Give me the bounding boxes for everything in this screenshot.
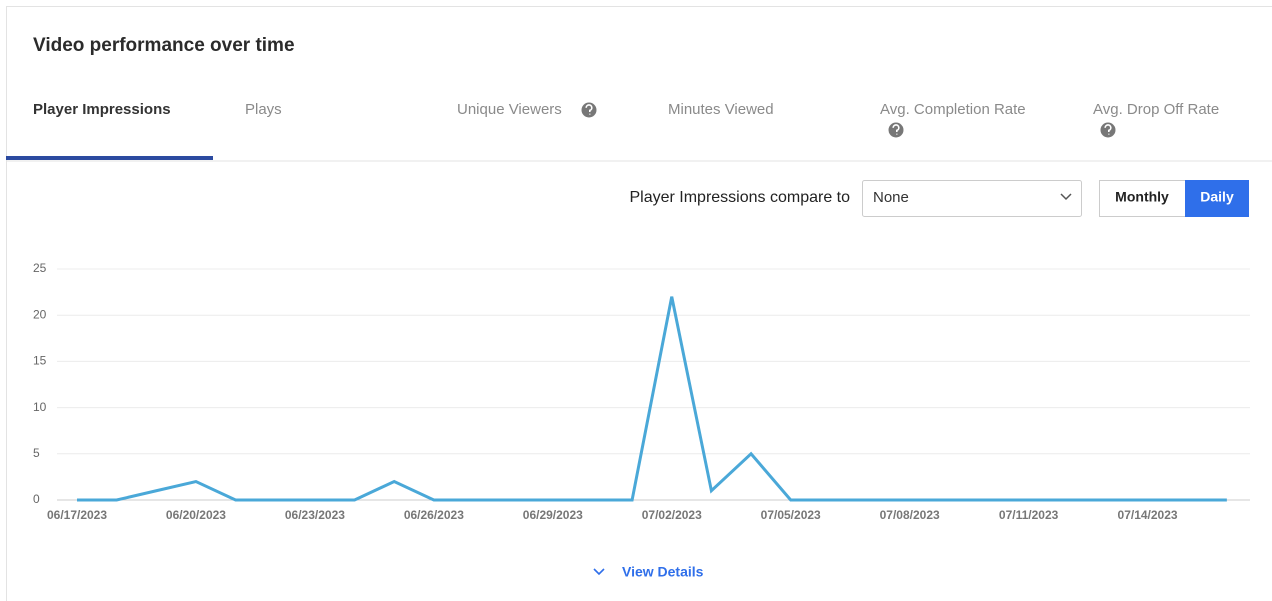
x-tick-label: 06/23/2023: [285, 508, 345, 522]
daily-button[interactable]: Daily: [1185, 180, 1249, 217]
tab[interactable]: Plays: [245, 101, 282, 118]
x-tick-label: 06/29/2023: [523, 508, 583, 522]
tab[interactable]: Avg. Completion Rate: [880, 101, 1026, 118]
help-icon: [888, 122, 904, 138]
y-tick-label: 25: [33, 261, 47, 275]
button-label: Daily: [1200, 189, 1234, 205]
y-tick-label: 10: [33, 400, 47, 414]
compare-select[interactable]: None: [862, 180, 1082, 217]
tab[interactable]: Minutes Viewed: [668, 101, 774, 118]
tab-bar: Player Impressions Plays Unique Viewers Min…: [33, 101, 1219, 118]
y-tick-label: 15: [33, 354, 47, 368]
y-tick-label: 5: [33, 446, 40, 460]
view-details-link: View Details: [622, 564, 704, 580]
y-tick-label: 20: [33, 307, 47, 321]
active-tab-indicator: [6, 156, 213, 160]
button-label: Monthly: [1115, 189, 1169, 205]
tab[interactable]: Avg. Drop Off Rate: [1093, 101, 1219, 118]
x-tick-label: 06/20/2023: [166, 508, 226, 522]
x-tick-label: 07/02/2023: [642, 508, 702, 522]
help-icon: [1100, 122, 1116, 138]
help-icon: [581, 102, 597, 118]
chart: 0 5 10 15 20 25 06/17/2023 06/20/2023 06/23/2023…: [33, 261, 1250, 522]
x-tick-label: 06/26/2023: [404, 508, 464, 522]
card-title: Video performance over time: [33, 35, 295, 56]
x-tick-label: 06/17/2023: [47, 508, 107, 522]
select-value: None: [873, 189, 909, 206]
monthly-button[interactable]: Monthly: [1099, 180, 1186, 217]
line: [77, 296, 1227, 502]
y-tick-label: 0: [33, 492, 40, 506]
x-tick-label: 07/08/2023: [880, 508, 940, 522]
tab[interactable]: Unique Viewers: [457, 101, 562, 118]
card: [6, 6, 1272, 601]
x-tick-label: 07/11/2023: [999, 508, 1059, 522]
x-tick-label: 07/05/2023: [761, 508, 821, 522]
x-tick-label: 07/14/2023: [1118, 508, 1178, 522]
view-details[interactable]: View Details: [593, 564, 704, 580]
compare-label: Player Impressions compare to: [629, 189, 850, 206]
tab[interactable]: Player Impressions: [33, 101, 171, 118]
